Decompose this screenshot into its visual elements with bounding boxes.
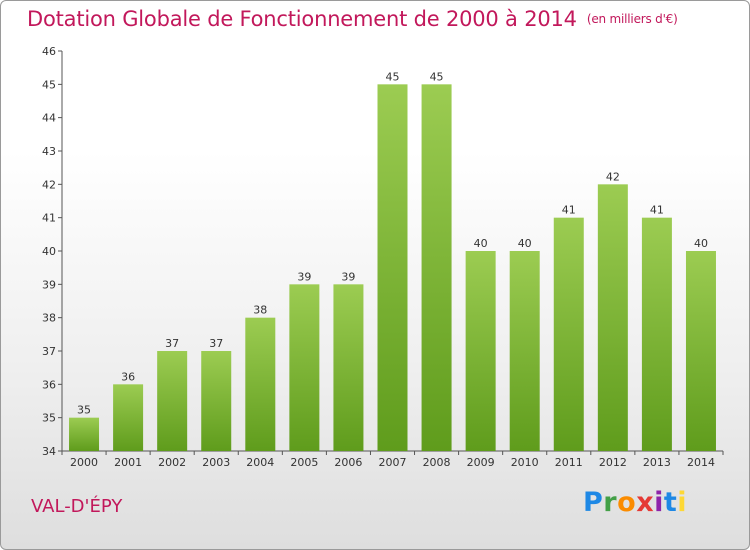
y-tick-label: 39: [42, 278, 56, 291]
bar-value-label: 39: [297, 270, 311, 283]
axes: 34 35 36 37 38 39 40 41 42 43 44 45 46: [42, 45, 724, 458]
bar-value-label: 37: [209, 337, 223, 350]
commune-name: VAL-D'ÉPY: [31, 496, 123, 517]
bar: [377, 84, 408, 451]
x-tick-label: 2009: [467, 456, 495, 469]
y-tick-label: 38: [42, 312, 56, 325]
bar-value-label: 40: [518, 237, 532, 250]
y-tick-label: 46: [42, 45, 56, 58]
x-tick-label: 2013: [643, 456, 671, 469]
bar-value-label: 45: [430, 70, 444, 83]
bar: [421, 84, 452, 451]
labels: 2000 35 2001 36 2002 37 2003 37 2004 38 2005 39 2006…: [70, 70, 715, 469]
bar: [553, 217, 584, 451]
x-tick-label: 2004: [246, 456, 274, 469]
bar-value-label: 41: [562, 204, 576, 217]
y-tick-label: 45: [42, 78, 56, 91]
bar: [157, 351, 188, 451]
bar-value-label: 36: [121, 370, 135, 383]
y-tick-label: 37: [42, 345, 56, 358]
chart-title-text: Dotation Globale de Fonctionnement de 20…: [27, 7, 577, 31]
y-tick-label: 41: [42, 212, 56, 225]
x-tick-label: 2014: [687, 456, 715, 469]
bar-value-label: 40: [474, 237, 488, 250]
x-tick-label: 2001: [114, 456, 142, 469]
bar-value-label: 42: [606, 170, 620, 183]
bar: [465, 251, 496, 451]
bar-value-label: 41: [650, 204, 664, 217]
y-tick-label: 44: [42, 112, 56, 125]
bar: [69, 417, 100, 451]
y-tick-label: 40: [42, 245, 56, 258]
bar: [685, 251, 716, 451]
x-tick-label: 2007: [379, 456, 407, 469]
bar-value-label: 37: [165, 337, 179, 350]
x-tick-label: 2011: [555, 456, 583, 469]
chart-unit-subtitle: (en milliers d'€): [586, 12, 678, 26]
bars: [69, 84, 716, 452]
proxiti-logo: Proxiti: [583, 487, 688, 518]
bar: [245, 317, 276, 451]
bar-value-label: 40: [694, 237, 708, 250]
bar: [509, 251, 540, 451]
bar: [113, 384, 144, 451]
y-tick-label: 36: [42, 378, 56, 391]
bar: [597, 184, 628, 452]
x-tick-label: 2005: [290, 456, 318, 469]
x-tick-label: 2010: [511, 456, 539, 469]
bar: [641, 217, 672, 451]
bar: [289, 284, 320, 451]
x-tick-label: 2000: [70, 456, 98, 469]
x-tick-label: 2008: [423, 456, 451, 469]
x-tick-label: 2006: [334, 456, 362, 469]
y-tick-label: 34: [42, 445, 56, 458]
bar-value-label: 35: [77, 404, 91, 417]
y-tick-label: 35: [42, 412, 56, 425]
bar: [333, 284, 364, 451]
bar-value-label: 45: [386, 70, 400, 83]
chart-title: Dotation Globale de Fonctionnement de 20…: [27, 7, 678, 31]
bar-value-label: 39: [341, 270, 355, 283]
bar: [201, 351, 232, 451]
bar-value-label: 38: [253, 304, 267, 317]
x-tick-label: 2003: [202, 456, 230, 469]
y-tick-label: 42: [42, 178, 56, 191]
x-tick-label: 2012: [599, 456, 627, 469]
x-tick-label: 2002: [158, 456, 186, 469]
y-tick-label: 43: [42, 145, 56, 158]
